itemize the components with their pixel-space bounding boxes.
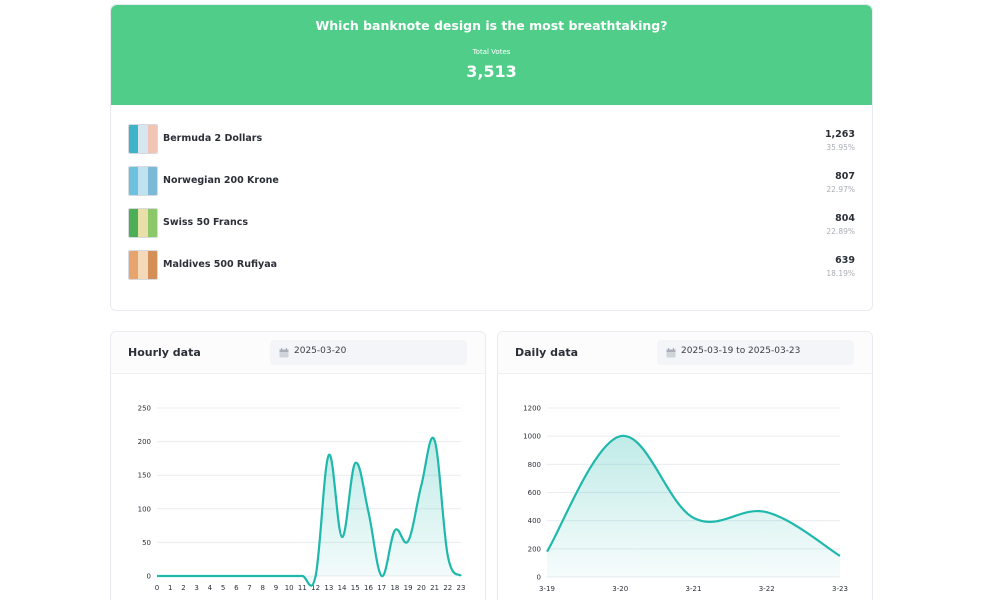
y-tick-label: 0: [537, 574, 541, 582]
x-tick-label: 21: [430, 584, 439, 592]
area-fill: [157, 437, 461, 586]
option-name: Maldives 500 Rufiyaa: [163, 259, 278, 270]
option-votes: 804: [835, 213, 855, 224]
option-name: Norwegian 200 Krone: [163, 175, 279, 186]
calendar-icon: [666, 348, 676, 358]
date-picker[interactable]: 2025-03-20: [270, 340, 467, 365]
chart-title: Hourly data: [128, 346, 201, 359]
x-tick-label: 19: [404, 584, 413, 592]
poll-question: Which banknote design is the most breath…: [315, 18, 668, 33]
x-tick-label: 13: [324, 584, 333, 592]
x-tick-label: 16: [364, 584, 373, 592]
x-tick-label: 3-20: [612, 585, 628, 593]
x-tick-label: 4: [208, 584, 213, 592]
poll-option[interactable]: Norwegian 200 Krone 807 22.97%: [128, 164, 855, 206]
y-tick-label: 600: [528, 489, 541, 497]
y-tick-label: 0: [147, 573, 151, 581]
x-tick-label: 1: [168, 584, 172, 592]
poll-header: Which banknote design is the most breath…: [111, 5, 872, 105]
option-percent: 18.19%: [826, 269, 855, 278]
x-tick-label: 15: [351, 584, 360, 592]
area-fill: [547, 435, 840, 577]
banknote-thumbnail: [128, 250, 158, 280]
x-tick-label: 11: [298, 584, 307, 592]
total-votes-label: Total Votes: [472, 48, 511, 56]
poll-option[interactable]: Maldives 500 Rufiyaa 639 18.19%: [128, 248, 855, 290]
y-tick-label: 800: [528, 461, 541, 469]
banknote-thumbnail: [128, 208, 158, 238]
option-votes: 807: [835, 171, 855, 182]
series-line: [157, 436, 462, 587]
option-percent: 22.97%: [826, 185, 855, 194]
poll-option[interactable]: Swiss 50 Francs 804 22.89%: [128, 206, 855, 248]
x-tick-label: 10: [285, 584, 294, 592]
banknote-thumbnail: [128, 124, 158, 154]
total-votes-value: 3,513: [466, 62, 517, 81]
x-tick-label: 12: [311, 584, 320, 592]
x-tick-label: 0: [155, 584, 159, 592]
date-value: 2025-03-20: [294, 346, 347, 356]
y-tick-label: 200: [528, 545, 541, 553]
x-tick-label: 6: [234, 584, 239, 592]
x-tick-label: 8: [261, 584, 265, 592]
chart-title: Daily data: [515, 346, 579, 359]
x-tick-label: 5: [221, 584, 225, 592]
poll-option[interactable]: Bermuda 2 Dollars 1,263 35.95%: [128, 122, 855, 164]
x-tick-label: 23: [457, 584, 466, 592]
option-votes: 639: [835, 255, 855, 266]
x-tick-label: 3-22: [759, 585, 775, 593]
y-tick-label: 1000: [523, 433, 541, 441]
poll-options: Bermuda 2 Dollars 1,263 35.95% Norwegian…: [128, 122, 855, 290]
poll-card: Which banknote design is the most breath…: [110, 4, 873, 311]
x-tick-label: 7: [247, 584, 251, 592]
banknote-thumbnail: [128, 166, 158, 196]
x-tick-label: 18: [390, 584, 399, 592]
y-tick-label: 250: [138, 405, 151, 413]
x-tick-label: 2: [181, 584, 185, 592]
option-percent: 22.89%: [826, 227, 855, 236]
option-votes: 1,263: [824, 129, 855, 140]
y-tick-label: 200: [138, 438, 151, 446]
x-tick-label: 20: [417, 584, 426, 592]
x-tick-label: 14: [338, 584, 347, 592]
x-tick-label: 22: [443, 584, 452, 592]
x-tick-label: 3-21: [686, 585, 702, 593]
chart-header: Hourly data 2025-03-20: [111, 332, 485, 374]
date-range-picker[interactable]: 2025-03-19 to 2025-03-23: [657, 340, 854, 365]
hourly-chart-card: Hourly data 2025-03-20 0 50 100 150 200 250 0 1…: [110, 331, 486, 600]
y-tick-label: 150: [138, 472, 151, 480]
x-tick-label: 3-23: [832, 585, 848, 593]
daily-chart-card: Daily data 2025-03-19 to 2025-03-23 0 200…: [497, 331, 873, 600]
date-range-value: 2025-03-19 to 2025-03-23: [681, 346, 801, 356]
x-tick-label: 3-19: [539, 585, 555, 593]
option-percent: 35.95%: [826, 143, 855, 152]
series-line: [546, 435, 841, 557]
x-tick-label: 3: [194, 584, 198, 592]
y-tick-label: 1200: [523, 405, 541, 413]
option-name: Bermuda 2 Dollars: [163, 133, 263, 144]
chart-header: Daily data 2025-03-19 to 2025-03-23: [498, 332, 872, 374]
x-tick-label: 17: [377, 584, 386, 592]
option-name: Swiss 50 Francs: [163, 217, 249, 228]
calendar-icon: [279, 348, 289, 358]
daily-chart: 0 200 400 600 800 1000 1200 3-19 3-20 3-21 3-22 3-2…: [523, 405, 848, 594]
y-tick-label: 100: [138, 505, 151, 513]
x-tick-label: 9: [274, 584, 278, 592]
y-tick-label: 400: [528, 517, 541, 525]
y-tick-label: 50: [142, 539, 151, 547]
